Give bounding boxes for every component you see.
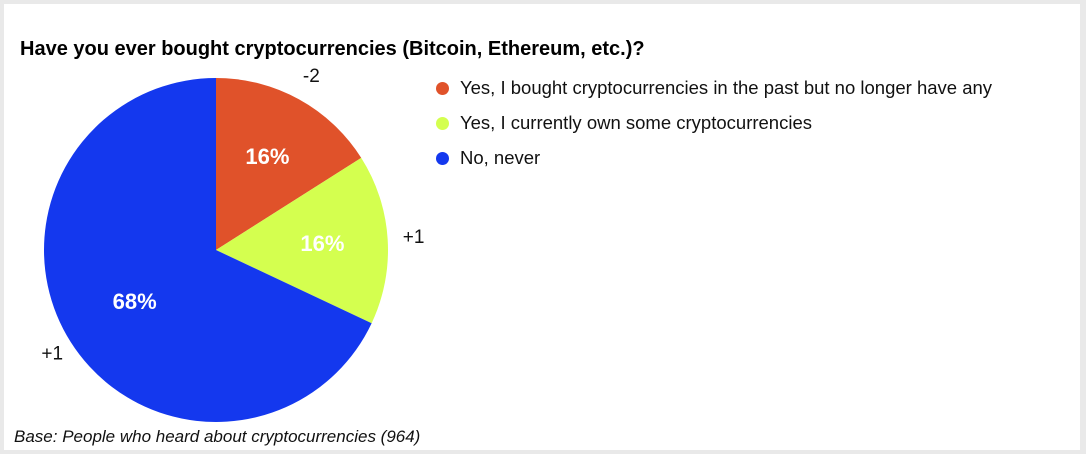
pie-slice-current-owner bbox=[216, 157, 388, 324]
pie-change-label-current-owner: +1 bbox=[403, 227, 425, 248]
pie-value-label-never: 68% bbox=[113, 289, 157, 314]
legend-swatch-current-owner bbox=[436, 117, 449, 130]
chart-title: Have you ever bought cryptocurrencies (B… bbox=[20, 38, 645, 60]
pie-value-label-current-owner: 16% bbox=[300, 231, 344, 256]
chart-frame: Have you ever bought cryptocurrencies (B… bbox=[4, 4, 1080, 450]
legend-label-past-owner: Yes, I bought cryptocurrencies in the pa… bbox=[460, 77, 993, 98]
legend-label-current-owner: Yes, I currently own some cryptocurrenci… bbox=[460, 112, 812, 133]
pie-change-label-past-owner: -2 bbox=[303, 66, 320, 87]
legend-swatch-past-owner bbox=[436, 82, 449, 95]
pie-slice-never bbox=[43, 77, 372, 422]
pie-change-label-never: +1 bbox=[41, 343, 63, 364]
footnote: Base: People who heard about cryptocurre… bbox=[14, 427, 421, 446]
pie-slice-past-owner bbox=[216, 78, 362, 250]
legend-label-never: No, never bbox=[460, 147, 541, 168]
legend-swatch-never bbox=[436, 152, 449, 165]
pie-value-label-past-owner: 16% bbox=[245, 144, 289, 169]
pie-chart: 16% -2 16% +1 68% +1 bbox=[41, 66, 425, 422]
